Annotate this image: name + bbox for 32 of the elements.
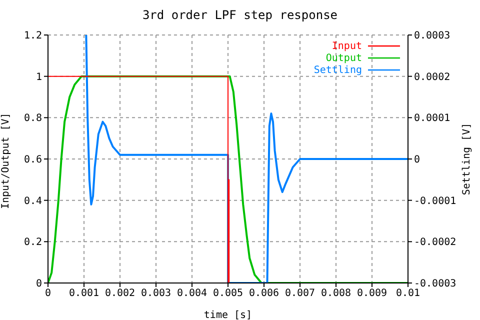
y2-tick-label: -0.0001 xyxy=(414,196,456,207)
x-tick-label: 0.01 xyxy=(396,288,420,300)
x-tick-label: 0.007 xyxy=(284,288,316,300)
y-axis-title: Input/Output [V] xyxy=(0,112,12,209)
y2-axis-title: Settling [V] xyxy=(462,122,472,196)
y2-tick-label: -0.0002 xyxy=(414,237,456,248)
x-tick-label: 0.003 xyxy=(140,288,172,300)
y-tick-label: 0.2 xyxy=(24,237,42,248)
x-tick-label: 0.009 xyxy=(356,288,388,300)
x-tick-label: 0.002 xyxy=(104,288,136,300)
y2-tick-label: 0.0002 xyxy=(414,72,450,83)
y-tick-label: 0.6 xyxy=(24,154,42,166)
y-tick-label: 0.4 xyxy=(24,196,42,207)
y-tick-label: 0.8 xyxy=(24,113,42,124)
y2-tick-label: 0.0001 xyxy=(414,113,450,124)
x-tick-label: 0.005 xyxy=(212,288,244,300)
x-tick-label: 0.006 xyxy=(248,288,280,300)
legend-label: Settling xyxy=(314,64,362,76)
x-axis-title: time [s] xyxy=(204,310,252,320)
chart-title: 3rd order LPF step response xyxy=(141,8,339,22)
x-tick-label: 0.008 xyxy=(320,288,352,300)
y2-tick-label: 0.0003 xyxy=(414,30,450,42)
y-tick-label: 1 xyxy=(36,72,42,83)
x-tick-label: 0 xyxy=(44,288,52,300)
x-tick-label: 0.001 xyxy=(68,288,100,300)
x-tick-label: 0.004 xyxy=(176,288,208,300)
y-tick-label: 0 xyxy=(36,278,42,290)
legend-label: Output xyxy=(326,52,362,64)
y2-tick-label: 0 xyxy=(414,154,420,166)
y2-tick-label: -0.0003 xyxy=(414,278,456,290)
legend-label: Input xyxy=(332,40,362,52)
y-tick-label: 1.2 xyxy=(24,30,42,42)
